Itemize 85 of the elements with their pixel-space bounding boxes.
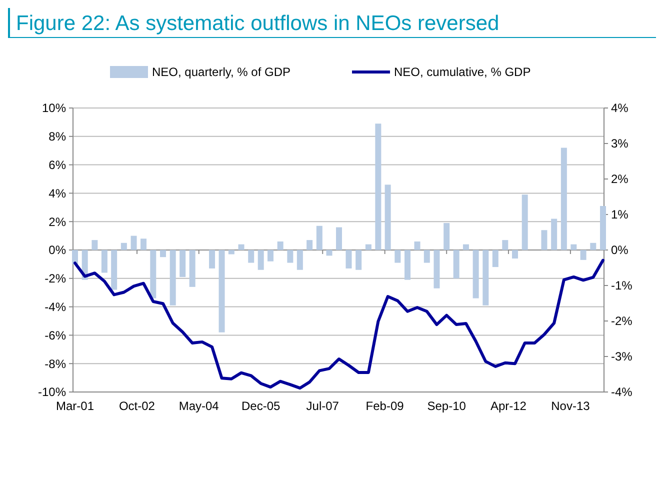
- legend-label: NEO, quarterly, % of GDP: [152, 65, 290, 80]
- bar: [384, 184, 391, 250]
- y2-tick-label: -3%: [611, 350, 633, 364]
- y2-tick-label: 3%: [611, 136, 629, 151]
- y2-tick-label: 1%: [611, 208, 629, 222]
- bar: [346, 250, 352, 268]
- bar: [462, 244, 469, 250]
- bar: [267, 250, 274, 262]
- x-tick-label: Sep-10: [427, 399, 466, 413]
- y-tick-label: -8%: [44, 356, 66, 371]
- bar: [140, 238, 147, 250]
- bar: [424, 250, 430, 263]
- bar: [444, 223, 450, 250]
- bar: [306, 240, 313, 250]
- bar: [600, 206, 606, 250]
- x-tick-label: Jul-07: [306, 399, 340, 413]
- bar: [365, 244, 372, 250]
- bar: [180, 250, 186, 277]
- x-tick-label: May-04: [178, 399, 220, 413]
- bar: [189, 250, 196, 287]
- x-tick-label: Feb-09: [366, 399, 404, 413]
- y-tick-label: 6%: [48, 158, 66, 172]
- bar: [414, 241, 420, 250]
- bar: [541, 230, 548, 250]
- y2-tick-label: 0%: [611, 243, 629, 258]
- bar: [209, 250, 216, 268]
- legend-label: NEO, cumulative, % GDP: [394, 65, 531, 80]
- bar: [570, 244, 577, 250]
- bar: [92, 240, 98, 250]
- bar: [287, 250, 294, 263]
- y2-tick-label: -1%: [611, 278, 633, 293]
- y-tick-label: -10%: [38, 385, 66, 400]
- bar: [580, 250, 586, 260]
- x-tick-label: Oct-02: [118, 399, 156, 413]
- bar: [394, 250, 401, 263]
- y-tick-label: -2%: [44, 272, 66, 286]
- bar: [375, 124, 382, 250]
- y-tick-label: 2%: [48, 214, 66, 229]
- y2-tick-label: 2%: [611, 172, 629, 186]
- y2-tick-label: 4%: [611, 101, 629, 116]
- y-tick-label: 10%: [42, 101, 66, 116]
- y2-tick-label: -4%: [611, 385, 633, 400]
- bar: [111, 250, 118, 290]
- bar: [72, 250, 78, 264]
- x-tick-label: Nov-13: [551, 399, 590, 413]
- bar: [560, 148, 567, 250]
- bar: [404, 250, 411, 280]
- bar: [120, 242, 127, 250]
- bar: [228, 250, 234, 254]
- x-tick-label: Mar-01: [56, 399, 94, 413]
- y-tick-label: -6%: [44, 328, 66, 342]
- bar: [101, 250, 108, 273]
- bar: [326, 250, 332, 256]
- bar: [434, 250, 440, 288]
- line-series: [74, 258, 604, 390]
- bar: [296, 250, 303, 270]
- bar: [336, 227, 342, 250]
- bar: [258, 250, 264, 270]
- bar: [590, 242, 596, 250]
- bar: [277, 241, 284, 250]
- bar: [453, 250, 460, 278]
- x-tick-label: Apr-12: [490, 399, 527, 413]
- bar: [492, 250, 498, 268]
- bar: [150, 250, 156, 298]
- bar: [356, 250, 362, 270]
- bar: [218, 250, 225, 332]
- bar: [551, 218, 558, 250]
- bar: [316, 226, 322, 250]
- bar: [512, 250, 518, 259]
- bar: [130, 236, 137, 250]
- bar: [248, 250, 254, 263]
- bar: [238, 244, 244, 250]
- y-tick-label: 4%: [48, 186, 66, 200]
- y2-tick-label: -2%: [611, 314, 633, 328]
- bar: [472, 250, 479, 298]
- y-tick-label: 8%: [48, 130, 66, 144]
- bar: [160, 250, 166, 258]
- chart-title: Figure 22: As systematic outflows in NEOs reversed: [16, 12, 500, 35]
- bar: [170, 250, 176, 306]
- bar: [502, 240, 508, 250]
- y-tick-label: -4%: [44, 300, 66, 314]
- bar: [482, 250, 489, 306]
- x-tick-label: Dec-05: [242, 399, 281, 413]
- y-tick-label: 0%: [48, 243, 66, 258]
- bar: [522, 194, 528, 250]
